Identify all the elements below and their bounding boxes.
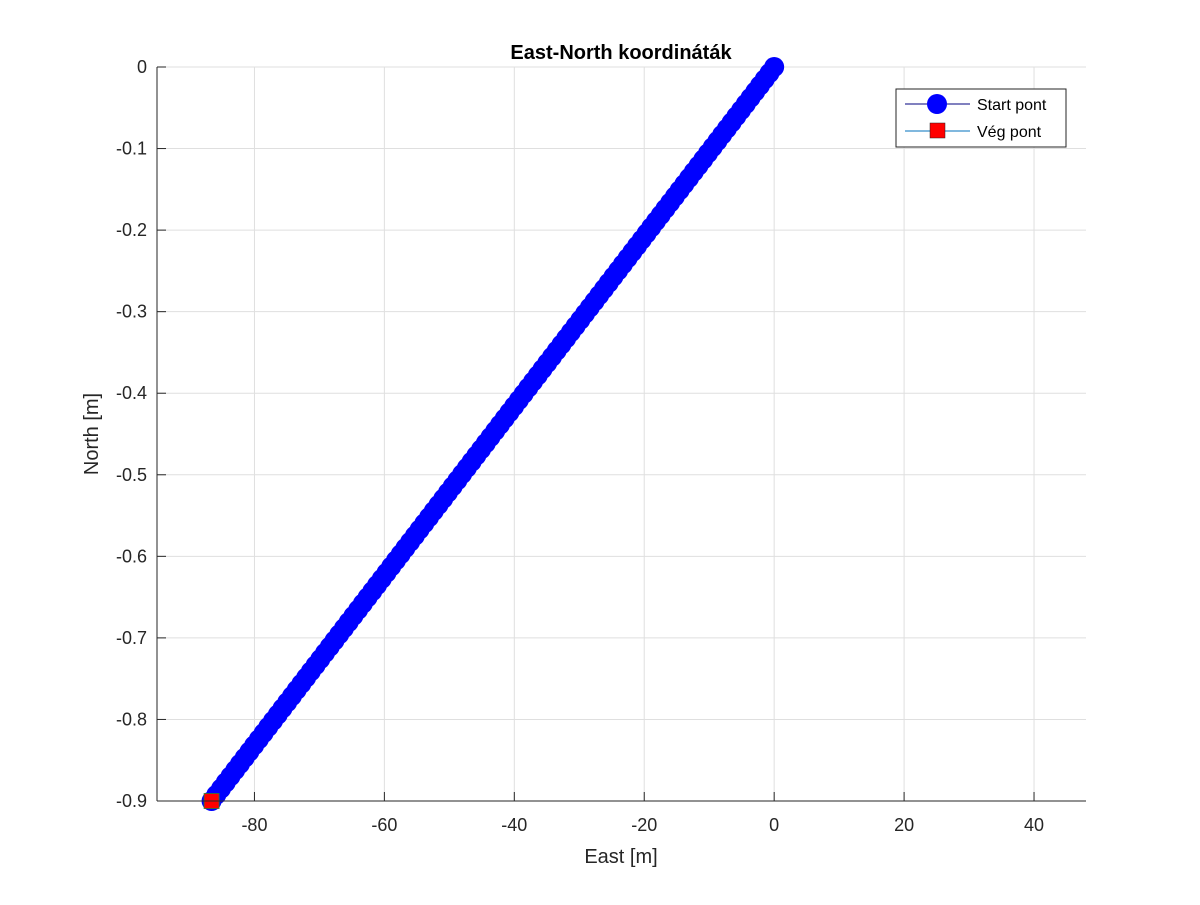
- data-point-start-pont: [764, 57, 785, 77]
- y-tick-label: -0.3: [116, 302, 147, 322]
- legend-marker-start: [927, 94, 947, 114]
- x-ticks: -80 -60 -40 -20 0 20 40: [241, 792, 1044, 835]
- x-tick-label: 40: [1024, 815, 1044, 835]
- legend-label-start: Start pont: [977, 97, 1047, 114]
- x-tick-label: 0: [769, 815, 779, 835]
- y-tick-label: 0: [137, 57, 147, 77]
- legend-label-end: Vég pont: [977, 124, 1042, 141]
- y-axis-label: North [m]: [81, 393, 103, 475]
- y-tick-label: -0.4: [116, 383, 147, 403]
- y-tick-label: -0.6: [116, 546, 147, 566]
- y-tick-label: -0.1: [116, 139, 147, 159]
- y-tick-label: -0.8: [116, 709, 147, 729]
- axes: [156, 67, 1086, 802]
- y-tick-label: -0.2: [116, 220, 147, 240]
- grid: [157, 66, 1086, 802]
- x-tick-label: -80: [241, 815, 267, 835]
- series-layer: [201, 57, 785, 811]
- x-tick-label: -40: [501, 815, 527, 835]
- x-axis-label: East [m]: [584, 846, 657, 868]
- legend-box: [895, 88, 1067, 148]
- x-tick-label: -20: [631, 815, 657, 835]
- y-ticks: 0 -0.1 -0.2 -0.3 -0.4 -0.5 -0.6 -0.7 -0.8 -0.9: [116, 57, 166, 811]
- x-tick-label: -60: [371, 815, 397, 835]
- y-tick-label: -0.7: [116, 628, 147, 648]
- x-tick-label: 20: [894, 815, 914, 835]
- chart-title: East-North koordináták: [510, 42, 732, 64]
- legend-marker-end: [929, 122, 946, 139]
- y-tick-label: -0.5: [116, 465, 147, 485]
- legend: Start pont Vég pont: [895, 88, 1067, 148]
- y-tick-label: -0.9: [116, 791, 147, 811]
